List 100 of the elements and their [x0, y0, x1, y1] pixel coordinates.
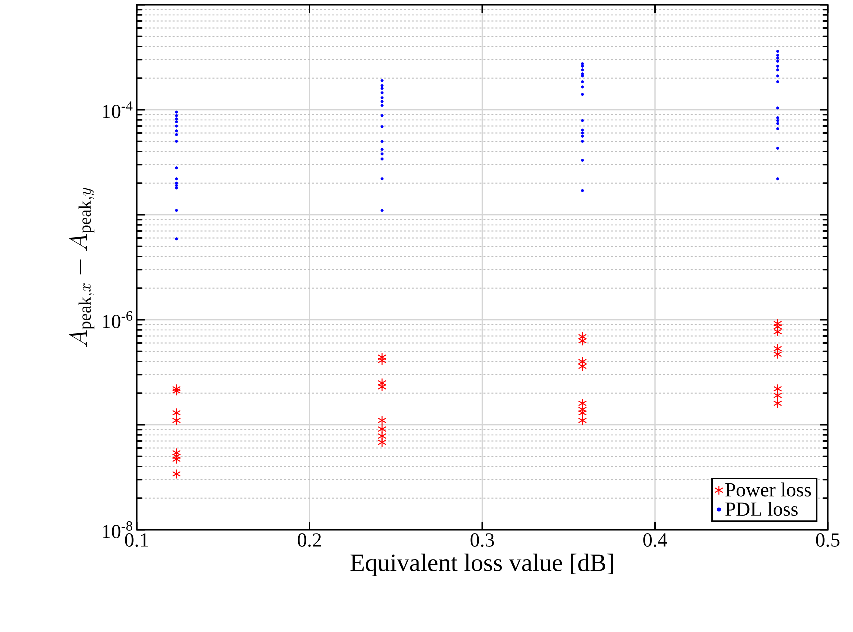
point: [776, 119, 780, 122]
legend-label: Power loss: [726, 482, 812, 497]
point: [581, 86, 584, 89]
point: [776, 80, 780, 84]
point: [776, 60, 780, 63]
point: [175, 124, 178, 128]
point: [172, 452, 182, 462]
point: [380, 178, 384, 181]
point: [175, 140, 178, 144]
point: [774, 384, 782, 394]
point: [581, 132, 584, 135]
point: [776, 116, 780, 120]
point: [578, 404, 588, 415]
point: [378, 424, 387, 434]
point: [581, 134, 584, 138]
point: [581, 189, 584, 192]
point: [175, 133, 178, 136]
point: [776, 122, 780, 126]
point: [378, 431, 387, 442]
point: [578, 336, 588, 346]
point: [578, 398, 588, 409]
point: [380, 79, 384, 82]
point: [774, 318, 782, 329]
y-tick-label: 10$^{-6}$: [103, 312, 133, 328]
point: [172, 408, 182, 418]
point: [380, 152, 384, 156]
point: [774, 326, 782, 337]
point: [175, 182, 178, 185]
point: [175, 238, 178, 241]
point: [175, 184, 178, 188]
point: [175, 178, 178, 181]
point: [172, 386, 182, 396]
point: [581, 64, 584, 68]
point: [380, 158, 384, 161]
legend-label: PDL loss: [726, 502, 798, 516]
point: [776, 178, 780, 181]
point: [581, 140, 584, 144]
point: [581, 62, 584, 66]
point: [581, 159, 584, 162]
point: [378, 438, 387, 448]
point: [175, 110, 178, 114]
point: [380, 84, 384, 88]
x-tick-label: 0.3: [470, 534, 494, 548]
point: [581, 119, 584, 122]
y-axis-title: $A_{\mathrm{peak},x} - A_{\mathrm{peak},y}$: [69, 188, 95, 348]
point: [175, 186, 178, 190]
point: [172, 416, 182, 426]
point: [578, 332, 588, 342]
point: [776, 64, 780, 68]
point: [380, 125, 384, 128]
point: [774, 398, 782, 409]
point: [175, 114, 178, 118]
point: [378, 356, 387, 366]
point: [578, 416, 588, 426]
point: [172, 384, 182, 394]
point: [378, 352, 387, 362]
point: [380, 148, 384, 152]
x-tick-label: 0.5: [816, 534, 840, 548]
point: [578, 356, 588, 367]
point: [774, 390, 782, 401]
point: [380, 209, 384, 212]
point: [380, 96, 384, 100]
point: [776, 56, 780, 60]
point: [776, 147, 780, 150]
point: [172, 454, 182, 464]
point: [380, 104, 384, 108]
point: [175, 166, 178, 170]
point: [378, 416, 387, 426]
point: [175, 130, 178, 133]
point: [380, 92, 384, 95]
point: [774, 322, 782, 332]
point: [172, 448, 182, 458]
point: [776, 106, 780, 110]
point: [581, 80, 584, 84]
point: [776, 127, 780, 130]
point: [774, 349, 782, 360]
point: [581, 93, 584, 96]
point: [581, 72, 584, 76]
point: [776, 54, 780, 58]
x-tick-label: 0.2: [298, 534, 322, 548]
point: [380, 100, 384, 104]
point: [578, 408, 588, 418]
point: [776, 68, 780, 72]
point: [380, 140, 384, 144]
point: [380, 114, 384, 118]
point: [175, 209, 178, 212]
point: [776, 74, 780, 78]
point: [774, 344, 782, 354]
x-axis-title: Equivalent loss value [dB]: [350, 554, 614, 576]
point: [175, 120, 178, 124]
point: [175, 118, 178, 121]
point: [380, 87, 384, 90]
point: [172, 469, 182, 480]
x-tick-label: 0.4: [644, 534, 668, 548]
point: [581, 74, 584, 78]
point: [581, 68, 584, 72]
point: [581, 128, 584, 132]
point: [776, 50, 780, 54]
y-tick-label: 10$^{-4}$: [103, 102, 133, 118]
point: [578, 362, 588, 372]
